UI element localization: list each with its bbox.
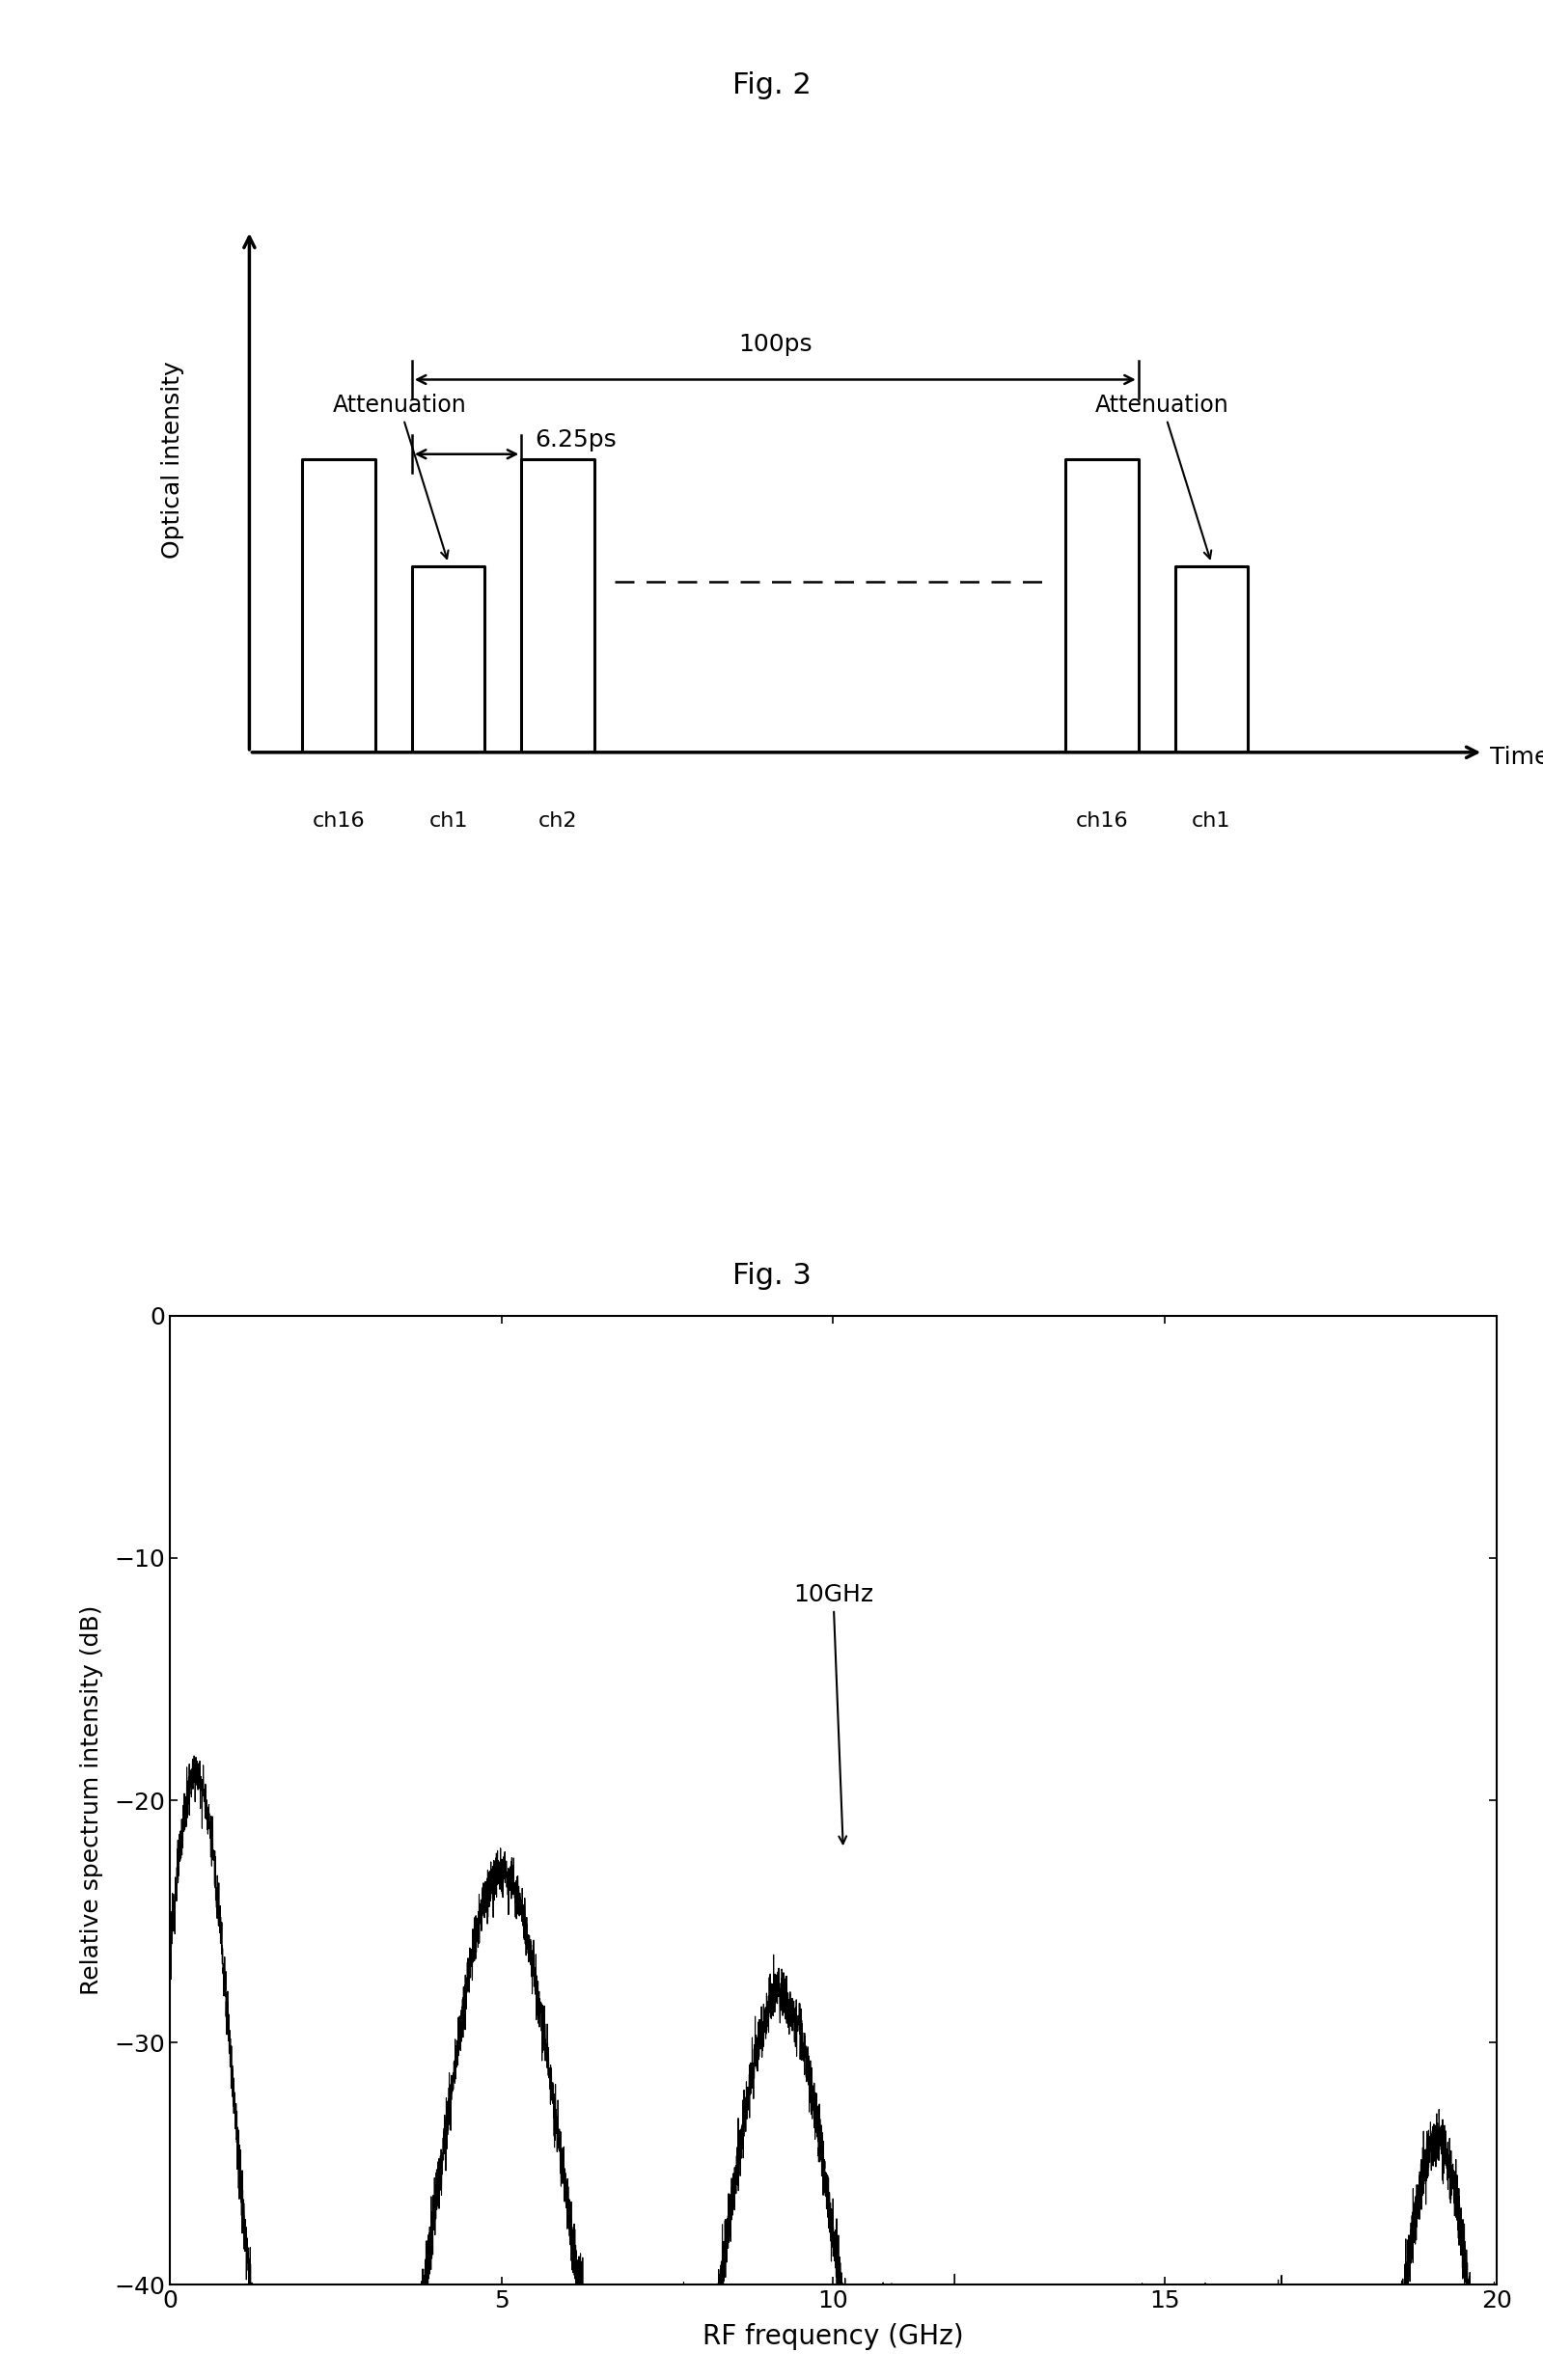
Text: ch1: ch1 bbox=[1191, 812, 1231, 831]
Text: ch1: ch1 bbox=[429, 812, 468, 831]
Text: Fig. 3: Fig. 3 bbox=[731, 1261, 812, 1290]
Text: 100ps: 100ps bbox=[738, 333, 812, 355]
Text: 10GHz: 10GHz bbox=[793, 1583, 873, 1844]
Text: Attenuation: Attenuation bbox=[332, 393, 466, 559]
Text: Fig. 2: Fig. 2 bbox=[731, 71, 812, 100]
Y-axis label: Relative spectrum intensity (dB): Relative spectrum intensity (dB) bbox=[80, 1604, 103, 1994]
Text: 6.25ps: 6.25ps bbox=[534, 428, 617, 452]
Text: Optical intensity: Optical intensity bbox=[162, 362, 185, 559]
Text: ch16: ch16 bbox=[1075, 812, 1128, 831]
Text: ch16: ch16 bbox=[313, 812, 366, 831]
Text: Time: Time bbox=[1491, 745, 1543, 769]
X-axis label: RF frequency (GHz): RF frequency (GHz) bbox=[702, 2323, 964, 2351]
Text: Attenuation: Attenuation bbox=[1096, 393, 1230, 559]
Text: ch2: ch2 bbox=[539, 812, 577, 831]
